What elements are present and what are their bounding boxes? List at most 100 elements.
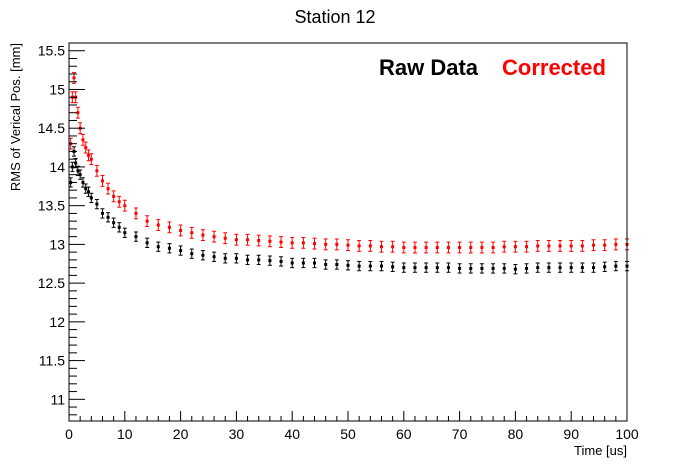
x-tick-label: 70 — [452, 426, 468, 442]
data-point — [111, 217, 116, 228]
data-point — [73, 157, 78, 169]
data-point — [301, 257, 306, 269]
data-point — [100, 208, 105, 219]
data-point — [178, 245, 183, 256]
data-point — [133, 207, 138, 220]
x-tick-label: 0 — [65, 426, 73, 442]
y-tick-label: 13.5 — [38, 198, 65, 214]
data-point — [435, 262, 440, 273]
data-point — [145, 237, 150, 248]
y-axis-label: RMS of Verical Pos. [mm] — [8, 43, 23, 191]
data-point — [156, 241, 161, 252]
data-point — [479, 241, 484, 254]
data-point — [524, 240, 529, 253]
data-point — [535, 262, 540, 273]
data-point — [100, 174, 105, 187]
data-point — [379, 260, 384, 272]
x-tick-label: 80 — [508, 426, 524, 442]
data-point — [78, 169, 83, 180]
data-point — [94, 198, 99, 210]
data-point — [312, 257, 317, 269]
data-point — [491, 263, 496, 274]
data-point — [546, 240, 551, 252]
data-point — [412, 241, 417, 254]
series-layer — [68, 71, 629, 275]
legend-entry-raw-data: Raw Data — [379, 55, 479, 80]
data-point — [256, 234, 261, 247]
data-point — [491, 241, 496, 254]
data-point — [424, 241, 429, 254]
data-point — [256, 254, 261, 266]
y-tick-label: 13 — [49, 236, 65, 252]
data-point — [75, 106, 80, 119]
data-point — [479, 263, 484, 274]
data-point — [86, 186, 91, 197]
data-point — [223, 253, 228, 264]
data-point — [111, 190, 116, 203]
data-point — [189, 226, 194, 239]
data-point — [368, 240, 373, 252]
data-point — [94, 164, 99, 177]
data-point — [200, 250, 205, 261]
series-corrected — [68, 71, 629, 254]
y-tick-label: 15.5 — [38, 43, 65, 59]
data-point — [89, 153, 94, 166]
data-point — [424, 262, 429, 273]
data-point — [580, 240, 585, 252]
data-point — [446, 262, 451, 273]
data-point — [457, 263, 462, 274]
chart-title: Station 12 — [294, 7, 375, 27]
y-tick-label: 12 — [49, 314, 65, 330]
data-point — [591, 262, 596, 273]
data-point — [86, 149, 91, 162]
x-tick-label: 10 — [117, 426, 133, 442]
data-point — [122, 227, 127, 238]
data-point — [83, 141, 88, 154]
data-point — [357, 260, 362, 272]
data-point — [133, 231, 138, 242]
data-point — [178, 224, 183, 237]
data-point — [502, 240, 507, 253]
y-tick-label: 14 — [49, 159, 65, 175]
data-point — [569, 262, 574, 273]
data-point — [279, 236, 284, 248]
data-point — [346, 260, 350, 271]
x-tick-label: 50 — [340, 426, 356, 442]
data-point — [145, 215, 150, 228]
legend-entry-corrected: Corrected — [502, 55, 606, 80]
data-point — [558, 240, 563, 252]
y-tick-label: 14.5 — [38, 120, 65, 136]
legend: Raw Data Corrected — [379, 55, 606, 80]
data-point — [223, 232, 228, 245]
data-point — [323, 259, 328, 270]
x-tick-label: 90 — [563, 426, 579, 442]
data-point — [379, 240, 384, 253]
data-point — [524, 263, 529, 274]
data-point — [290, 236, 295, 249]
data-point — [401, 241, 406, 254]
data-point — [80, 177, 85, 188]
data-point — [602, 261, 607, 273]
data-point — [212, 230, 217, 243]
data-point — [106, 212, 111, 223]
data-point — [546, 262, 551, 273]
y-tick-label: 15 — [49, 81, 65, 97]
x-tick-label: 20 — [173, 426, 189, 442]
data-point — [334, 259, 339, 270]
y-tick-label: 12.5 — [38, 275, 65, 291]
data-point — [558, 262, 563, 273]
data-point — [457, 241, 462, 254]
data-point — [468, 241, 473, 254]
data-point — [89, 192, 94, 204]
data-point — [569, 240, 574, 252]
data-point — [390, 261, 395, 273]
data-point — [334, 238, 339, 251]
data-point — [117, 195, 122, 208]
data-point — [117, 222, 122, 233]
x-tick-label: 40 — [284, 426, 300, 442]
x-axis-label: Time [us] — [574, 443, 627, 458]
data-point — [245, 254, 250, 266]
data-point — [234, 233, 239, 246]
series-raw-data — [68, 146, 629, 275]
